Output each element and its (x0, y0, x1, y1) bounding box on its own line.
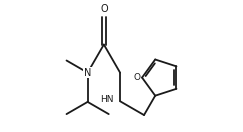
Text: O: O (133, 73, 140, 82)
Text: O: O (100, 4, 108, 14)
Text: HN: HN (100, 95, 114, 104)
Text: N: N (84, 68, 91, 78)
